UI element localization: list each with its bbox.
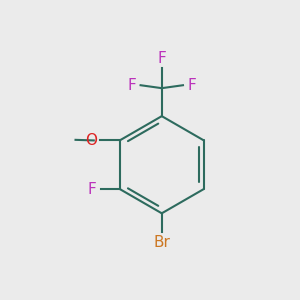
Text: F: F: [127, 78, 136, 93]
Text: Br: Br: [153, 236, 170, 250]
Text: F: F: [158, 51, 166, 66]
Text: F: F: [188, 78, 197, 93]
Text: F: F: [88, 182, 97, 196]
Text: O: O: [85, 133, 97, 148]
